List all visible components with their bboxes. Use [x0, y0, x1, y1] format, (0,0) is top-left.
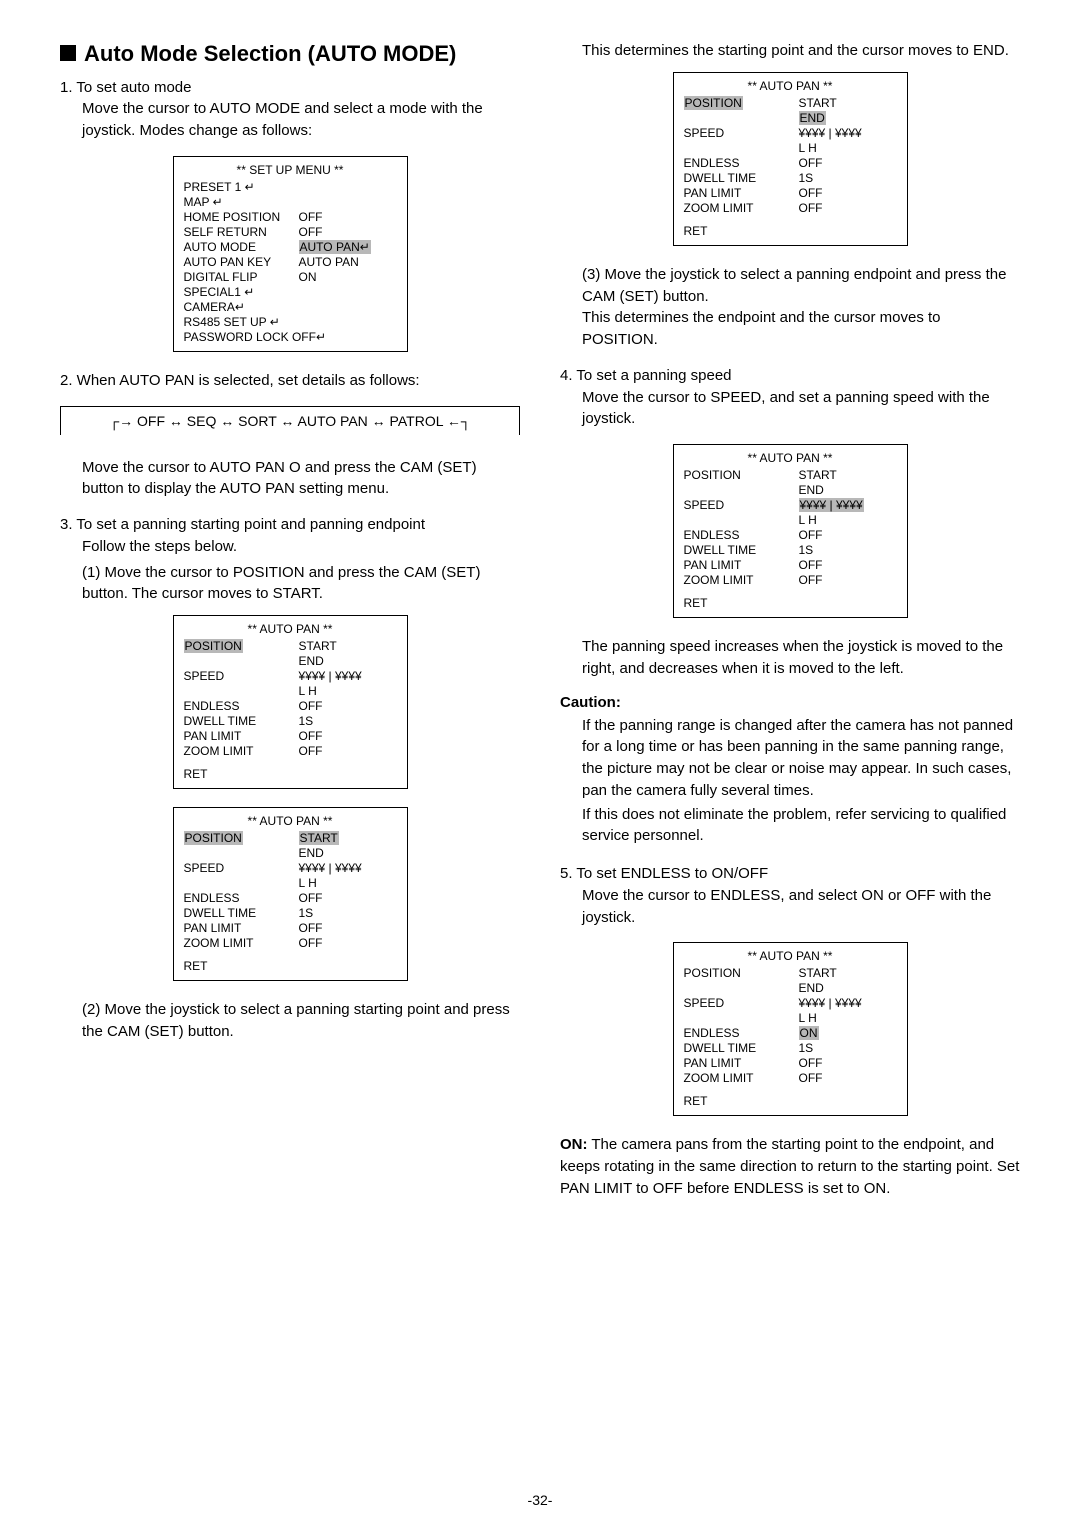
step3-follow: Follow the steps below.	[60, 536, 520, 558]
page-number: -32-	[0, 1492, 1080, 1508]
step1-body: Move the cursor to AUTO MODE and select …	[60, 98, 520, 142]
on-label: ON:	[560, 1136, 588, 1153]
caution-body-1: If the panning range is changed after th…	[560, 715, 1020, 802]
step3-sub3-b: This determines the endpoint and the cur…	[582, 307, 1020, 351]
caution-body-2: If this does not eliminate the problem, …	[560, 804, 1020, 848]
step4-title: 4. To set a panning speed	[560, 365, 1020, 387]
autopan-box-endless: ** AUTO PAN **POSITIONSTARTENDSPEED¥¥¥¥ …	[673, 942, 908, 1116]
step-4: 4. To set a panning speed Move the curso…	[560, 365, 1020, 430]
autopan-box-start: ** AUTO PAN **POSITIONSTARTENDSPEED¥¥¥¥ …	[173, 807, 408, 981]
flow-text: OFF ↔ SEQ ↔ SORT ↔ AUTO PAN ↔ PATROL	[137, 413, 443, 429]
step3-title: 3. To set a panning starting point and p…	[60, 514, 520, 536]
autopan-box-speed: ** AUTO PAN **POSITIONSTARTENDSPEED¥¥¥¥ …	[673, 444, 908, 618]
step4-body: Move the cursor to SPEED, and set a pann…	[560, 387, 1020, 431]
step-1: 1. To set auto mode Move the cursor to A…	[60, 77, 520, 142]
autopan-box-position: ** AUTO PAN **POSITIONSTARTENDSPEED¥¥¥¥ …	[173, 615, 408, 789]
flow-arrow-out-icon: ←┐	[443, 413, 471, 429]
step-5: 5. To set ENDLESS to ON/OFF Move the cur…	[560, 863, 1020, 928]
step3-continue: This determines the starting point and t…	[560, 40, 1020, 62]
step3-sub3: (3) Move the joystick to select a pannin…	[560, 264, 1020, 351]
square-bullet-icon	[60, 45, 76, 61]
step4-note: The panning speed increases when the joy…	[560, 636, 1020, 680]
step3-sub1: (1) Move the cursor to POSITION and pres…	[60, 562, 520, 606]
step3-sub2: (2) Move the joystick to select a pannin…	[60, 999, 520, 1043]
step-3: 3. To set a panning starting point and p…	[60, 514, 520, 605]
step-2: 2. When AUTO PAN is selected, set detail…	[60, 370, 520, 392]
on-text: The camera pans from the starting point …	[560, 1136, 1019, 1197]
flow-arrow-in-icon: ┌→	[109, 413, 137, 429]
on-definition: ON: The camera pans from the starting po…	[560, 1134, 1020, 1199]
section-heading: Auto Mode Selection (AUTO MODE)	[60, 40, 520, 69]
step5-body: Move the cursor to ENDLESS, and select O…	[560, 885, 1020, 929]
mode-flow-box: ┌→ OFF ↔ SEQ ↔ SORT ↔ AUTO PAN ↔ PATROL …	[60, 406, 520, 435]
caution-label: Caution:	[560, 694, 1020, 711]
step1-title: 1. To set auto mode	[60, 77, 520, 99]
setup-menu-box: ** SET UP MENU **PRESET 1 ↵MAP ↵HOME POS…	[173, 156, 408, 352]
autopan-box-end: ** AUTO PAN **POSITIONSTARTENDSPEED¥¥¥¥ …	[673, 72, 908, 246]
right-column: This determines the starting point and t…	[560, 40, 1020, 1200]
step2-detail: Move the cursor to AUTO PAN O and press …	[60, 457, 520, 501]
step3-sub3-a: (3) Move the joystick to select a pannin…	[582, 264, 1020, 308]
step5-title: 5. To set ENDLESS to ON/OFF	[560, 863, 1020, 885]
left-column: Auto Mode Selection (AUTO MODE) 1. To se…	[60, 40, 520, 1200]
